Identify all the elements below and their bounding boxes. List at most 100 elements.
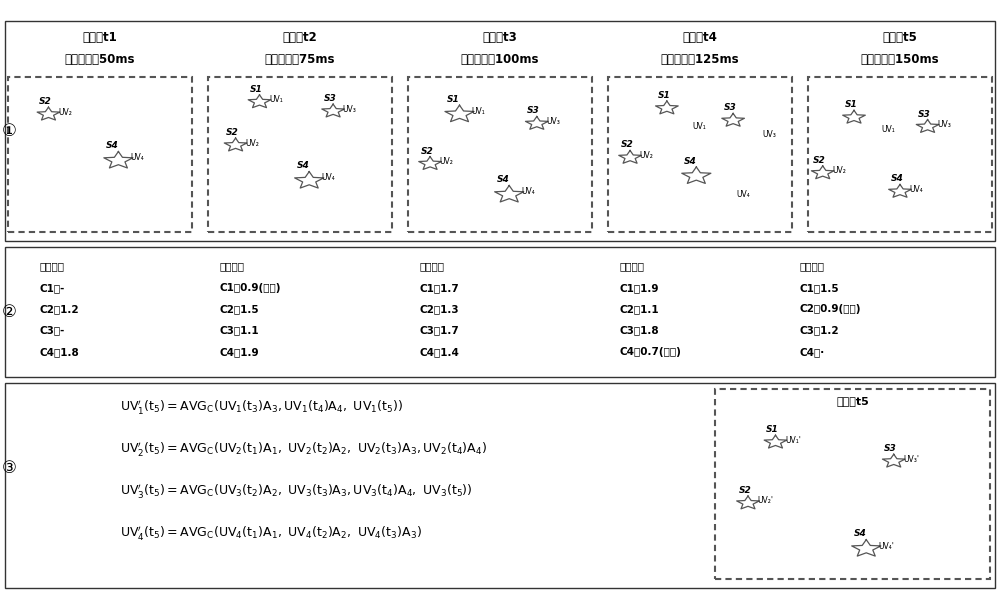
Bar [808,77,992,232]
Text: S3: S3 [918,109,931,119]
Text: UV₁: UV₁ [882,125,895,134]
Text: UV₄: UV₄ [737,190,751,199]
Text: C1：0.9(剔除): C1：0.9(剔除) [220,283,282,293]
Text: 积分时间：75ms: 积分时间：75ms [265,53,335,67]
Bar [8,77,192,232]
Polygon shape [37,107,60,120]
Text: ③: ③ [2,459,17,477]
Text: S4: S4 [684,157,697,166]
Text: S4: S4 [297,161,310,170]
Text: 积分时间：150ms: 积分时间：150ms [861,53,939,67]
Text: UV₁: UV₁ [269,95,283,105]
Text: C4：1.9: C4：1.9 [220,347,260,357]
Polygon shape [248,95,271,108]
Text: 时刻：t5: 时刻：t5 [883,31,917,45]
Text: 时刻：t3: 时刻：t3 [483,31,517,45]
Polygon shape [916,119,939,132]
Bar [408,77,592,232]
Text: C1：1.7: C1：1.7 [420,283,460,293]
Text: S2: S2 [621,140,633,150]
Text: UV₂: UV₂ [58,108,72,116]
Text: C4：0.7(剔除): C4：0.7(剔除) [620,347,682,357]
Text: UV₄': UV₄' [878,542,894,551]
Text: S4: S4 [497,175,510,184]
Polygon shape [525,116,548,129]
Text: S4: S4 [854,529,867,538]
Polygon shape [295,172,324,188]
Text: S1: S1 [250,85,263,94]
Text: S3: S3 [884,444,897,453]
Text: UV₄: UV₄ [910,185,923,194]
Text: 定位精度: 定位精度 [40,261,65,271]
Text: C2：0.9(剔除): C2：0.9(剔除) [800,304,862,314]
Text: S1: S1 [766,425,779,434]
Text: $\mathrm{UV_1'(t_5)= AVG_C(UV_1(t_3)A_3,UV_1(t_4)A_4,\ UV_1(t_5))}$: $\mathrm{UV_1'(t_5)= AVG_C(UV_1(t_3)A_3,… [120,398,403,416]
Polygon shape [722,113,744,126]
Text: C2：1.2: C2：1.2 [40,304,80,314]
Text: 积分时间：125ms: 积分时间：125ms [661,53,739,67]
Text: UV₂: UV₂ [640,151,653,160]
Polygon shape [737,496,759,509]
Bar [5,247,995,377]
Text: UV₂: UV₂ [832,166,846,175]
Bar [715,389,990,579]
Text: C3：1.2: C3：1.2 [800,326,840,336]
Text: C3：1.7: C3：1.7 [420,326,460,336]
Bar [608,77,792,232]
Text: S1: S1 [657,91,670,100]
Text: C4：·: C4：· [800,347,825,357]
Text: ②: ② [2,303,17,321]
Text: C1：1.9: C1：1.9 [620,283,660,293]
Polygon shape [811,166,834,179]
Text: C2：1.5: C2：1.5 [220,304,260,314]
Text: 积分时间：50ms: 积分时间：50ms [65,53,135,67]
Polygon shape [322,104,344,117]
Text: S1: S1 [844,100,857,109]
Text: 时刻：t4: 时刻：t4 [683,31,717,45]
Text: C1：1.5: C1：1.5 [800,283,840,293]
Text: C3：1.8: C3：1.8 [620,326,660,336]
Text: C2：1.3: C2：1.3 [420,304,460,314]
Text: C1：-: C1：- [40,283,65,293]
Polygon shape [843,110,865,123]
Text: UV₃: UV₃ [763,130,776,139]
Text: S2: S2 [813,156,826,165]
Polygon shape [852,539,881,556]
Polygon shape [656,101,678,114]
Text: UV₂: UV₂ [440,157,453,166]
Text: UV₃: UV₃ [546,117,560,126]
Text: UV₁': UV₁' [785,435,801,445]
Text: UV₁: UV₁ [472,107,486,116]
Polygon shape [445,105,474,122]
Text: S3: S3 [527,106,540,115]
Polygon shape [224,138,247,151]
Text: UV₁: UV₁ [693,122,706,131]
Polygon shape [495,185,524,202]
Bar [5,21,995,241]
Text: UV₂': UV₂' [758,497,774,505]
Text: C2：1.1: C2：1.1 [620,304,660,314]
Text: UV₄: UV₄ [131,153,144,162]
Polygon shape [682,167,711,184]
Text: S2: S2 [738,486,751,495]
Text: S2: S2 [39,97,52,106]
Text: ①: ① [2,122,17,140]
Text: UV₃: UV₃ [937,120,951,129]
Text: S2: S2 [421,147,433,156]
Text: $\mathrm{UV_4'(t_5)= AVG_C(UV_4(t_1)A_1,\ UV_4(t_2)A_2,\ UV_4(t_3)A_3)}$: $\mathrm{UV_4'(t_5)= AVG_C(UV_4(t_1)A_1,… [120,525,422,542]
Text: C4：1.8: C4：1.8 [40,347,80,357]
Text: 时刻：t1: 时刻：t1 [83,31,117,45]
Text: S3: S3 [324,94,336,103]
Text: 时刻：t2: 时刻：t2 [283,31,317,45]
Text: $\mathrm{UV_3'(t_5)= AVG_C(UV_3(t_2)A_2,\ UV_3(t_3)A_3,UV_3(t_4)A_4,\ UV_3(t_5)): $\mathrm{UV_3'(t_5)= AVG_C(UV_3(t_2)A_2,… [120,482,473,500]
Text: 积分时间：100ms: 积分时间：100ms [461,53,539,67]
Polygon shape [419,157,441,169]
Text: UV₄: UV₄ [521,187,535,197]
Bar [5,383,995,588]
Polygon shape [104,151,133,168]
Polygon shape [764,435,787,448]
Text: S4: S4 [106,141,119,150]
Text: 定位精度: 定位精度 [800,261,825,271]
Text: 定位精度: 定位精度 [420,261,445,271]
Text: 定位精度: 定位精度 [220,261,245,271]
